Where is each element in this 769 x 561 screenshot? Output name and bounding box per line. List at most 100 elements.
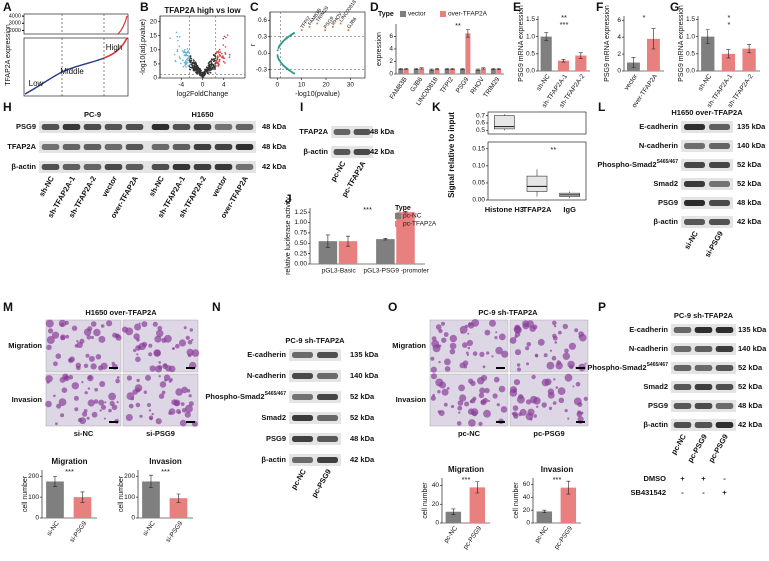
stained-cell bbox=[431, 373, 437, 380]
significance: ** bbox=[455, 21, 461, 30]
stained-cell bbox=[430, 366, 437, 373]
stained-cell bbox=[46, 336, 55, 344]
stained-cell bbox=[574, 328, 579, 333]
gene-point bbox=[201, 72, 204, 75]
kda-label: 48 kDa bbox=[262, 122, 287, 131]
plot-frame bbox=[487, 141, 587, 201]
stained-cell bbox=[148, 343, 153, 348]
blot-band bbox=[694, 384, 713, 390]
stained-cell bbox=[553, 324, 557, 328]
x-tick-label: TFPI2 bbox=[439, 76, 455, 95]
treatment-mark: + bbox=[680, 474, 685, 483]
significance: *** bbox=[462, 475, 471, 484]
blot-band bbox=[125, 164, 144, 170]
gene-point bbox=[187, 50, 190, 52]
stained-cell bbox=[133, 348, 137, 353]
y-tick-label: 0 bbox=[35, 515, 39, 522]
gene-point bbox=[283, 39, 286, 42]
stained-cell bbox=[161, 390, 166, 395]
gene-point bbox=[308, 25, 311, 28]
bar bbox=[742, 48, 756, 71]
gene-point bbox=[196, 71, 198, 73]
error-bar bbox=[747, 44, 752, 54]
blot-band bbox=[694, 365, 713, 371]
lane-label: vector bbox=[210, 174, 229, 198]
stained-cell bbox=[568, 342, 577, 350]
blot-band bbox=[41, 164, 60, 170]
stained-cell bbox=[491, 355, 494, 358]
chart-title: Invasion bbox=[541, 465, 574, 474]
legend-title: Type bbox=[395, 205, 411, 212]
stained-cell bbox=[99, 409, 102, 412]
stained-cell bbox=[529, 395, 538, 404]
stained-cell bbox=[95, 354, 102, 360]
gene-point bbox=[196, 73, 199, 75]
blot-band bbox=[694, 327, 713, 333]
stained-cell bbox=[537, 338, 545, 346]
lane-label: sh-NC bbox=[147, 174, 166, 198]
blot-band bbox=[353, 149, 371, 155]
x-tick-label: 30 bbox=[347, 82, 355, 89]
x-tick-label: sh-NC bbox=[697, 73, 713, 92]
stained-cell bbox=[467, 346, 471, 350]
row-label: TFAP2A bbox=[7, 142, 36, 151]
x-axis-label: log2FoldChange bbox=[177, 91, 228, 98]
gene-point bbox=[178, 36, 181, 38]
stained-cell bbox=[82, 411, 88, 417]
stained-cell bbox=[441, 388, 449, 396]
gene-point bbox=[222, 44, 225, 46]
gene-point bbox=[214, 53, 217, 55]
error-bar bbox=[404, 68, 409, 70]
legend-swatch bbox=[395, 213, 401, 219]
gene-point bbox=[176, 35, 178, 38]
y-tick-label: 0.7 bbox=[476, 112, 485, 119]
error-bar bbox=[52, 475, 57, 487]
stained-cell bbox=[134, 323, 142, 331]
blot-band bbox=[62, 144, 81, 150]
gene-point bbox=[286, 37, 288, 39]
row-label: Smad2 bbox=[261, 413, 286, 422]
stained-cell bbox=[90, 335, 94, 340]
gene-point bbox=[324, 29, 327, 32]
stained-cell bbox=[493, 376, 500, 383]
x-tick-label: Histone H3 bbox=[485, 205, 524, 214]
blot-band bbox=[673, 365, 692, 371]
blot-band bbox=[684, 200, 705, 206]
stained-cell bbox=[103, 417, 106, 420]
gene-point bbox=[226, 34, 229, 36]
row-label: E-cadherin bbox=[247, 350, 286, 359]
stained-cell bbox=[430, 356, 435, 361]
blot-band bbox=[317, 373, 338, 379]
y-axis-label: -log10(adj.pvalue) bbox=[140, 19, 147, 75]
gene-point bbox=[287, 68, 289, 71]
blot-band bbox=[292, 373, 313, 379]
blot-band bbox=[673, 346, 692, 352]
stained-cell bbox=[471, 319, 480, 327]
gene-point bbox=[185, 63, 187, 65]
chart-title: TFAP2A high vs low bbox=[164, 6, 241, 15]
row-label-text: PSG9 bbox=[16, 122, 36, 131]
stained-cell bbox=[87, 375, 92, 380]
row-label-text: Smad2 bbox=[261, 413, 286, 422]
stained-cell bbox=[87, 399, 95, 407]
error-bar bbox=[148, 474, 153, 489]
micrograph bbox=[429, 319, 509, 373]
kda-label: 48 kDa bbox=[738, 401, 763, 410]
blot-band bbox=[673, 422, 692, 428]
gene-point bbox=[215, 61, 217, 63]
gene-point bbox=[217, 65, 219, 67]
lane-label: pc-PSG9 bbox=[686, 432, 709, 464]
y-tick-label: 6 bbox=[389, 33, 393, 40]
legend-swatch bbox=[400, 11, 406, 17]
blot-band bbox=[333, 129, 351, 135]
micrograph bbox=[122, 373, 199, 427]
blot-band bbox=[694, 422, 713, 428]
stained-cell bbox=[77, 417, 83, 423]
stained-cell bbox=[516, 363, 521, 367]
blot-band bbox=[715, 346, 734, 352]
row-label-text: β-actin bbox=[643, 420, 668, 429]
blot-band bbox=[684, 143, 705, 149]
stained-cell bbox=[464, 401, 470, 407]
panel-letter: C bbox=[250, 0, 259, 14]
x-tick-label: pc-NC bbox=[534, 525, 550, 544]
